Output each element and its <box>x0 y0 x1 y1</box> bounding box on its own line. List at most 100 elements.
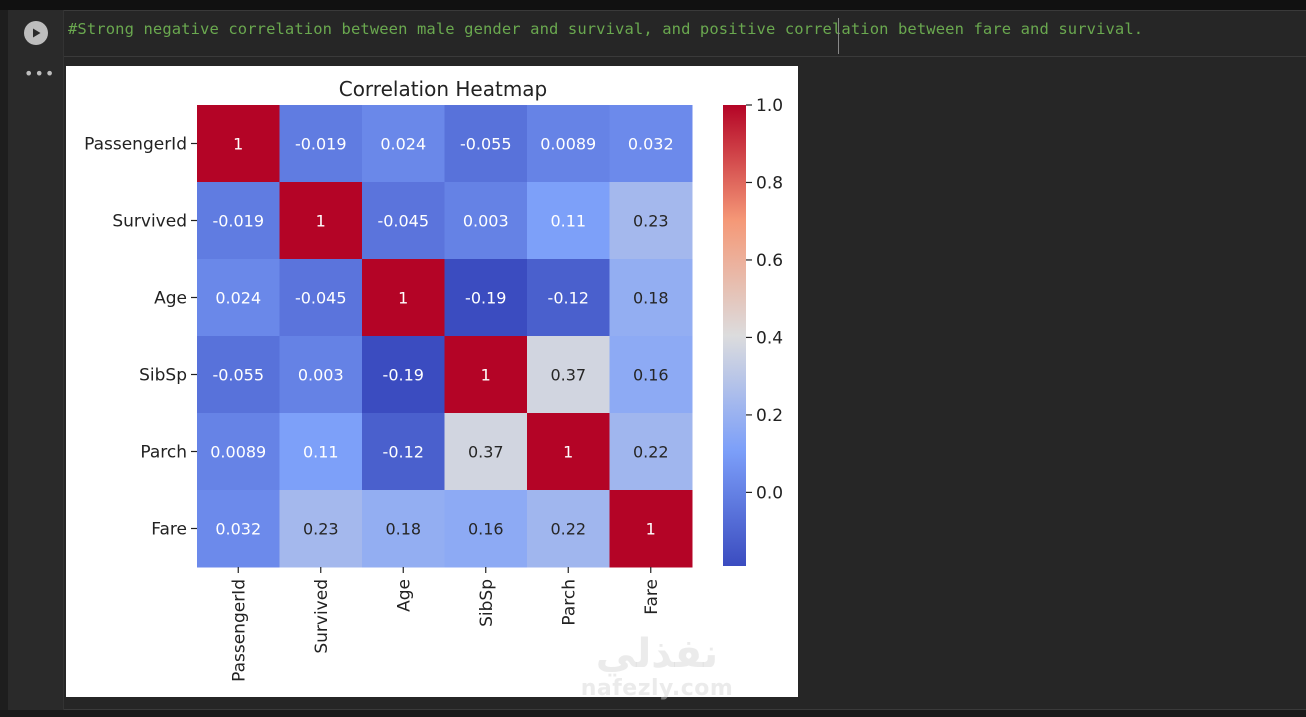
heatmap-cell-label: 1 <box>398 289 408 308</box>
heatmap-cell <box>279 105 363 183</box>
heatmap-cell-label: -0.045 <box>295 289 347 308</box>
heatmap-cell <box>362 413 445 491</box>
y-axis-label: Survived <box>112 212 187 232</box>
colorbar-tick-label: 0.4 <box>756 328 783 348</box>
heatmap-cell-label: 0.11 <box>550 212 586 231</box>
heatmap-cell <box>527 182 610 260</box>
heatmap-cell <box>444 336 528 414</box>
heatmap-cell <box>527 259 610 337</box>
heatmap-cell-label: 1 <box>316 212 326 231</box>
heatmap-cell <box>279 182 363 260</box>
correlation-heatmap-chart: Correlation Heatmap 1 -0.019 0.024 -0.055 0.… <box>84 77 783 682</box>
heatmap-cell <box>362 490 445 568</box>
chart-title: Correlation Heatmap <box>339 77 548 101</box>
x-axis-label: SibSp <box>477 579 497 627</box>
heatmap-cell <box>444 105 528 183</box>
heatmap-cell <box>197 259 280 337</box>
heatmap-cell <box>527 490 610 568</box>
heatmap-figure: Correlation Heatmap 1 -0.019 0.024 -0.055 0.… <box>66 66 798 697</box>
watermark-logo: نفذلي nafezly.com <box>572 632 742 717</box>
play-icon <box>33 28 41 38</box>
x-axis-label: Fare <box>642 579 662 615</box>
heatmap-cell <box>197 490 280 568</box>
heatmap-cell-label: 0.23 <box>633 212 669 231</box>
colorbar-tick-label: 0.6 <box>756 251 783 271</box>
heatmap-cell <box>609 490 693 568</box>
heatmap-cell-label: -0.055 <box>460 135 512 154</box>
cell-gutter <box>8 10 64 710</box>
heatmap-cell-label: -0.19 <box>383 366 424 385</box>
heatmap-cell-label: 0.22 <box>550 520 586 539</box>
watermark-arabic: نفذلي <box>595 631 719 677</box>
output-divider <box>64 56 1306 57</box>
heatmap-cell <box>362 259 445 337</box>
heatmap-cell <box>444 259 528 337</box>
heatmap-cell <box>197 413 280 491</box>
x-axis-label: Age <box>394 579 414 612</box>
heatmap-cell-label: -0.12 <box>548 289 589 308</box>
colorbar-tick-label: 0.2 <box>756 406 783 426</box>
colorbar-tick-label: 0.0 <box>756 483 783 503</box>
heatmap-cell <box>197 336 280 414</box>
heatmap-cell-label: 0.11 <box>303 443 339 462</box>
heatmap-cell-label: 1 <box>646 520 656 539</box>
heatmap-cell-label: 0.032 <box>628 135 674 154</box>
heatmap-cell <box>362 182 445 260</box>
heatmap-cell <box>279 259 363 337</box>
heatmap-cell-label: -0.045 <box>377 212 429 231</box>
y-axis-label: PassengerId <box>84 135 187 155</box>
watermark-latin: nafezly.com <box>580 676 734 701</box>
y-axis-label: Parch <box>140 443 187 463</box>
heatmap-cell-label: 0.003 <box>463 212 509 231</box>
heatmap-cell-label: 0.37 <box>468 443 504 462</box>
output-more-button[interactable]: ••• <box>24 66 54 86</box>
heatmap-cell-label: 0.024 <box>380 135 426 154</box>
heatmap-cell <box>527 413 610 491</box>
heatmap-cell-label: -0.19 <box>465 289 506 308</box>
heatmap-cell-label: 0.0089 <box>540 135 596 154</box>
y-axis-label: Age <box>154 289 187 309</box>
heatmap-cell-label: 0.23 <box>303 520 339 539</box>
heatmap-cell <box>197 182 280 260</box>
heatmap-cell-label: -0.055 <box>212 366 264 385</box>
heatmap-cell-label: 0.18 <box>633 289 669 308</box>
more-horizontal-icon: ••• <box>24 64 56 83</box>
heatmap-cell-label: 0.024 <box>215 289 261 308</box>
heatmap-cell <box>279 490 363 568</box>
heatmap-cell <box>527 105 610 183</box>
code-comment-line[interactable]: #Strong negative correlation between mal… <box>68 20 1144 38</box>
heatmap-cell <box>527 336 610 414</box>
bottom-bar <box>0 710 1306 717</box>
heatmap-cell <box>609 182 693 260</box>
y-axis-label: SibSp <box>139 366 187 386</box>
heatmap-cell <box>609 105 693 183</box>
heatmap-cell <box>609 336 693 414</box>
colorbar-tick-label: 0.8 <box>756 173 783 193</box>
text-cursor <box>838 18 839 54</box>
heatmap-cell <box>362 336 445 414</box>
colorbar-tick-label: 1.0 <box>756 96 783 116</box>
heatmap-cell-label: 0.37 <box>550 366 586 385</box>
heatmap-cell-label: 0.032 <box>215 520 261 539</box>
heatmap-cell-label: 1 <box>563 443 573 462</box>
y-axis-label: Fare <box>151 520 187 540</box>
heatmap-cell-label: 0.003 <box>298 366 344 385</box>
top-bar <box>0 0 1306 10</box>
heatmap-cell-label: 0.22 <box>633 443 669 462</box>
x-axis-label: PassengerId <box>229 579 249 682</box>
heatmap-cell-label: -0.12 <box>383 443 424 462</box>
heatmap-cell-label: 0.16 <box>468 520 504 539</box>
heatmap-cell <box>444 413 528 491</box>
x-axis-label: Survived <box>312 579 332 654</box>
run-cell-button[interactable] <box>24 21 48 45</box>
heatmap-cell-label: 1 <box>233 135 243 154</box>
heatmap-cell <box>197 105 280 183</box>
heatmap-cell <box>279 336 363 414</box>
heatmap-cell <box>279 413 363 491</box>
colorbar <box>723 105 746 566</box>
heatmap-cell-label: -0.019 <box>295 135 347 154</box>
heatmap-cell-label: 0.18 <box>385 520 421 539</box>
heatmap-cell <box>609 259 693 337</box>
heatmap-cell-label: 1 <box>481 366 491 385</box>
heatmap-cell <box>609 413 693 491</box>
